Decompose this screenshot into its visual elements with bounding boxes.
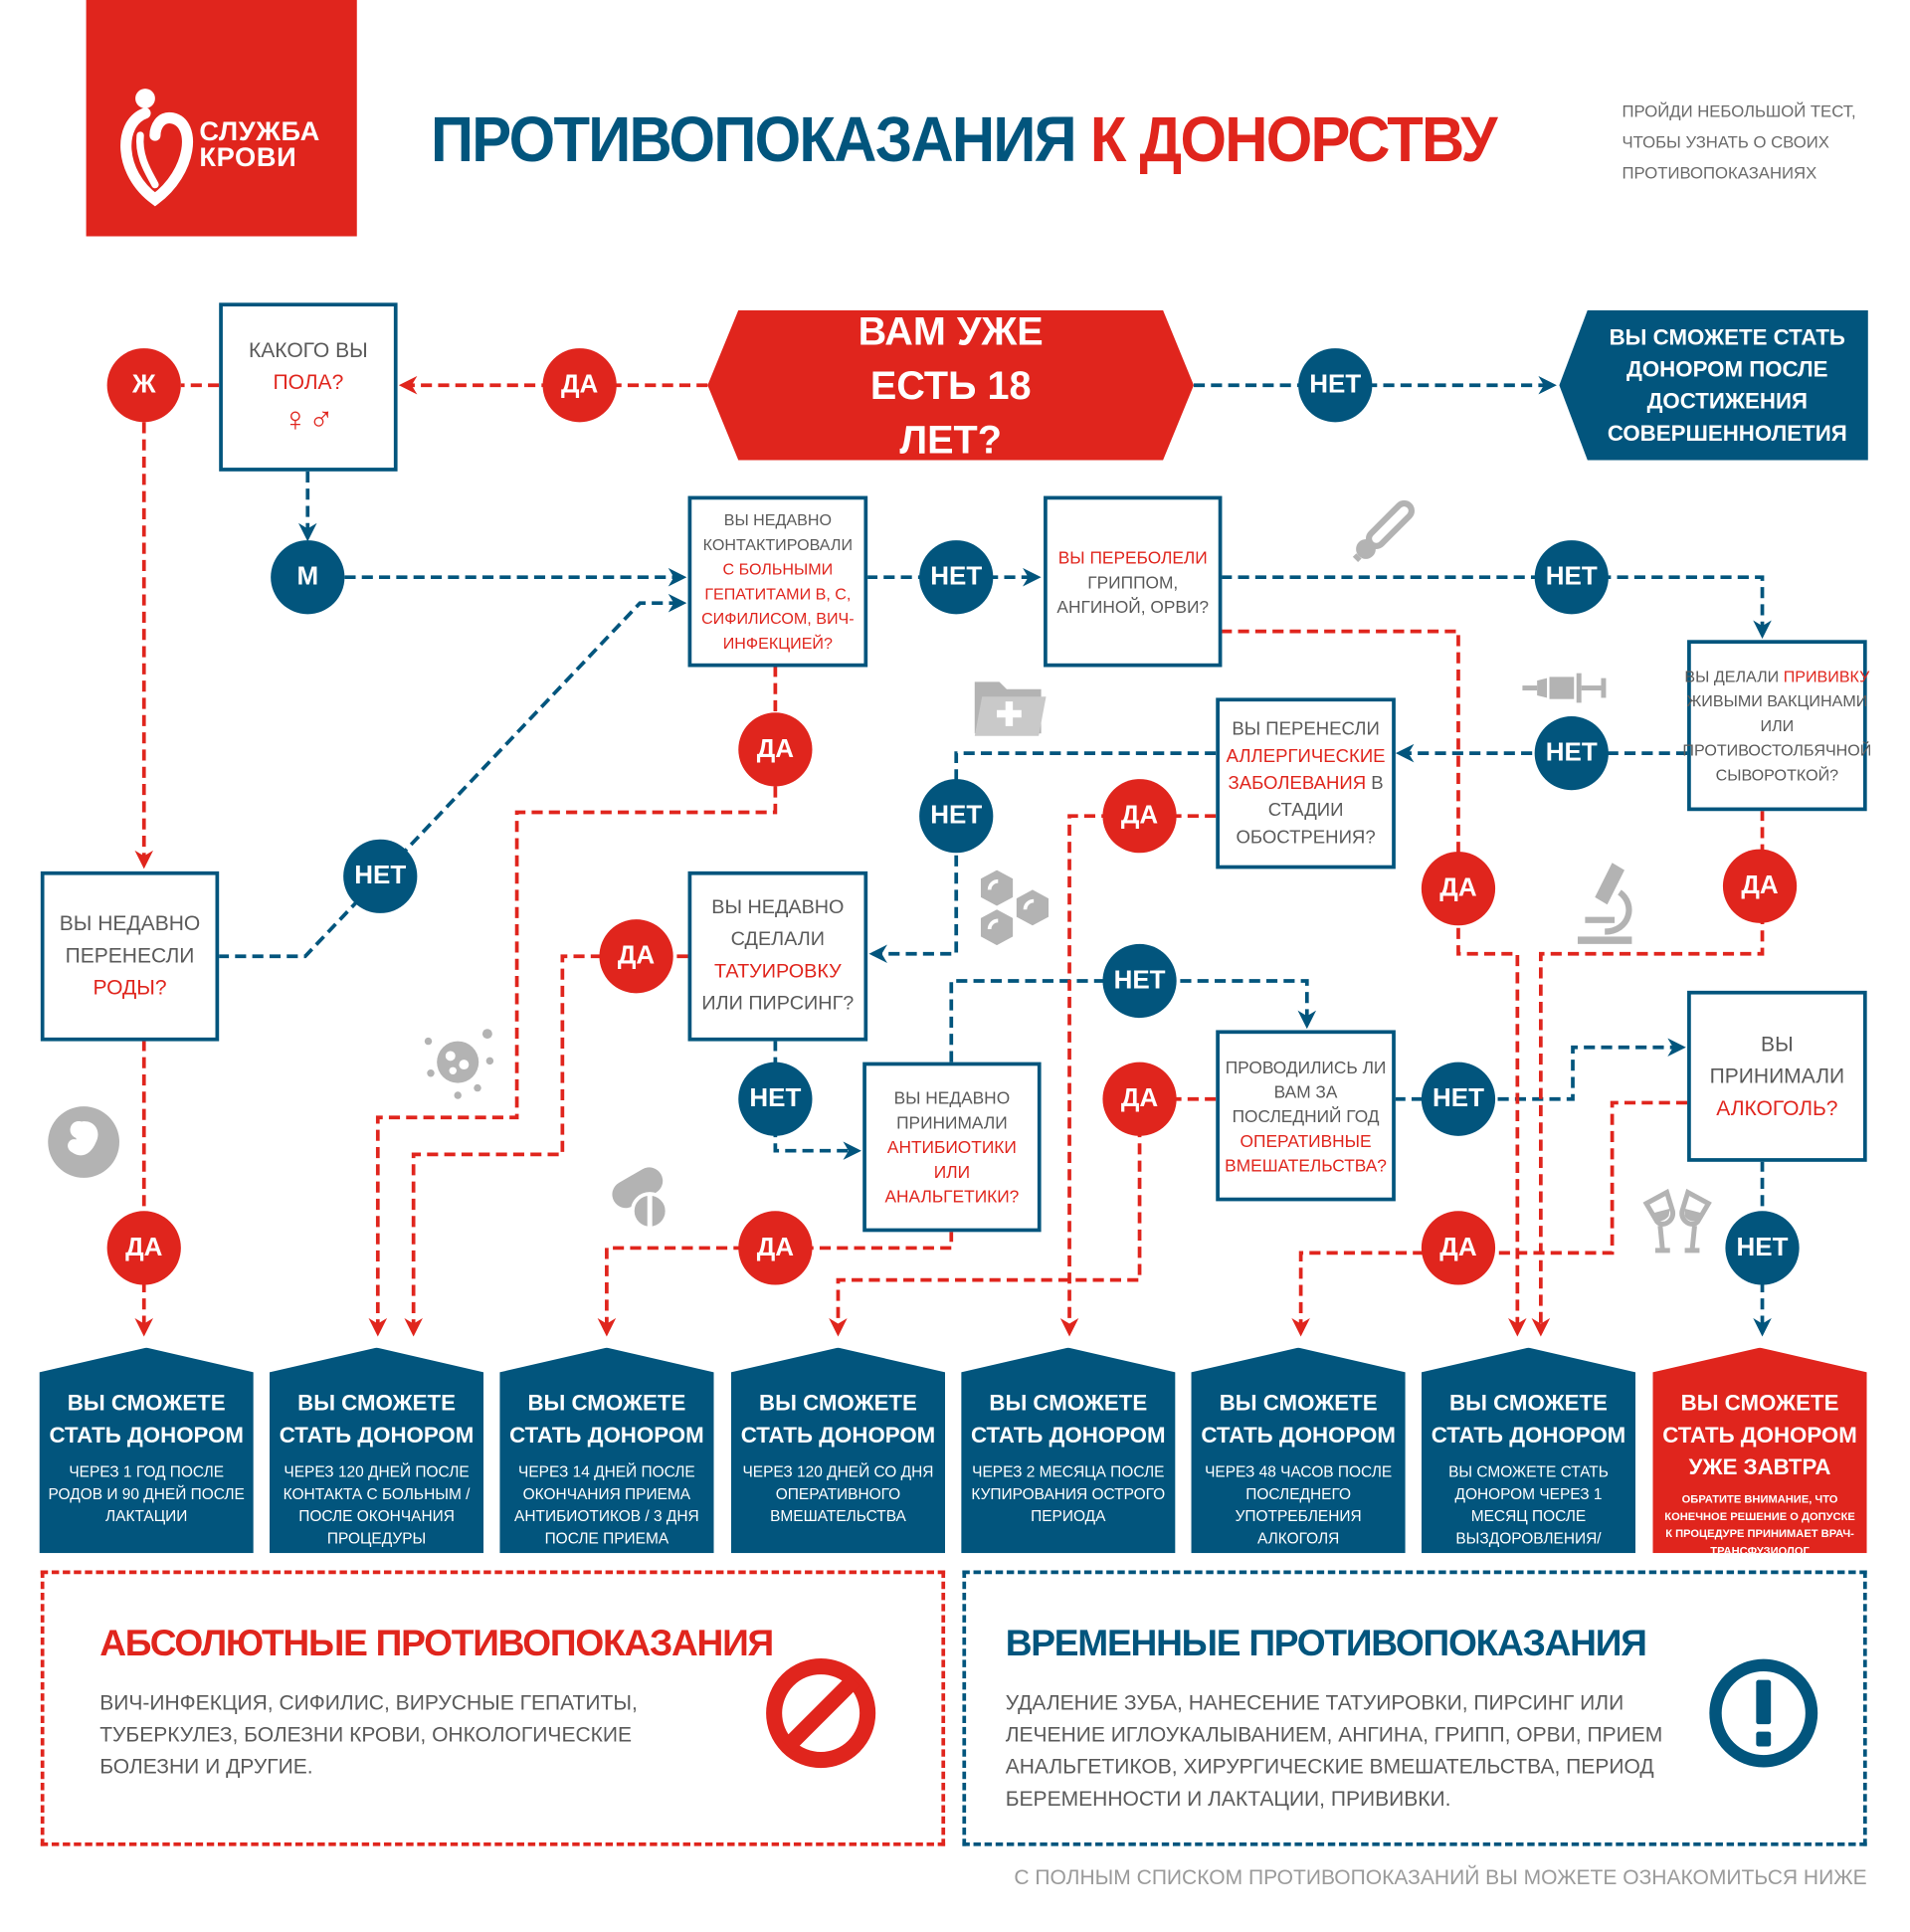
outcome-note: ЧЕРЕЗ 48 ЧАСОВ ПОСЛЕ ПОСЛЕДНЕГО УПОТРЕБЛ… xyxy=(1205,1462,1393,1548)
label-no: НЕТ xyxy=(1534,715,1609,791)
connector-flu-yes xyxy=(1221,629,1527,1337)
syringe-icon xyxy=(1522,673,1607,703)
connector-allergy-yes xyxy=(1059,814,1217,1337)
logo-text-line1: СЛУЖБА xyxy=(199,115,320,147)
question-antibiotics: ВЫ НЕДАВНО ПРИНИМАЛИ АНТИБИОТИКИ ИЛИ АНА… xyxy=(862,1062,1042,1233)
page-title: ПРОТИВОПОКАЗАНИЯ К ДОНОРСТВУ xyxy=(430,103,1498,177)
connector-surgery-yes xyxy=(829,1096,1217,1337)
label-no: НЕТ xyxy=(919,540,994,615)
question-surgery: ПРОВОДИЛИСЬ ЛИ ВАМ ЗА ПОСЛЕДНИЙ ГОД ОПЕР… xyxy=(1216,1030,1396,1202)
label-yes: ДА xyxy=(599,919,673,994)
connector-tattoo-yes xyxy=(404,954,688,1337)
exclamation-icon xyxy=(1709,1658,1818,1768)
outcome-note: ЧЕРЕЗ 14 ДНЕЙ ПОСЛЕ ОКОНЧАНИЯ ПРИЕМА АНТ… xyxy=(514,1462,699,1570)
outcome-title: ВЫ СМОЖЕТЕ СТАТЬ ДОНОРОМ xyxy=(1201,1390,1396,1448)
outcome-8: ВЫ СМОЖЕТЕ СТАТЬ ДОНОРОМ УЖЕ ЗАВТРА ОБРАТ… xyxy=(1652,1347,1867,1554)
label-yes: ДА xyxy=(1102,1062,1177,1136)
question-hepatitis: ВЫ НЕДАВНО КОНТАКТИРОВАЛИ С БОЛЬНЫМИ ГЕП… xyxy=(687,495,868,668)
title-main: ПРОТИВОПОКАЗАНИЯ xyxy=(430,104,1077,176)
wine-glasses-icon xyxy=(1642,1188,1712,1254)
label-female: Ж xyxy=(106,348,181,423)
absolute-title: АБСОЛЮТНЫЕ ПРОТИВОПОКАЗАНИЯ xyxy=(99,1623,774,1664)
label-yes: ДА xyxy=(738,1211,813,1285)
outcome-5: ВЫ СМОЖЕТЕ СТАТЬ ДОНОРОМ ЧЕРЕЗ 2 МЕСЯЦА П… xyxy=(961,1347,1176,1554)
label-male: М xyxy=(271,540,345,615)
question-birth: ВЫ НЕДАВНО ПЕРЕНЕСЛИ РОДЫ? xyxy=(40,870,220,1042)
label-no: НЕТ xyxy=(1298,348,1373,423)
outcome-note: ЧЕРЕЗ 1 ГОД ПОСЛЕ РОДОВ И 90 ДНЕЙ ПОСЛЕ … xyxy=(48,1462,245,1525)
connector-alcohol-yes xyxy=(1291,1100,1688,1337)
outcome-note: ОБРАТИТЕ ВНИМАНИЕ, ЧТО КОНЕЧНОЕ РЕШЕНИЕ … xyxy=(1664,1492,1855,1557)
connector-hepatitis-yes xyxy=(368,666,778,1337)
outcome-6: ВЫ СМОЖЕТЕ СТАТЬ ДОНОРОМ ЧЕРЕЗ 48 ЧАСОВ П… xyxy=(1191,1347,1406,1554)
absolute-contraindications-panel: АБСОЛЮТНЫЕ ПРОТИВОПОКАЗАНИЯ ВИЧ-ИНФЕКЦИЯ… xyxy=(40,1570,946,1846)
outcome-title: ВЫ СМОЖЕТЕ СТАТЬ ДОНОРОМ УЖЕ ЗАВТРА xyxy=(1662,1390,1857,1479)
underage-result: ВЫ СМОЖЕТЕ СТАТЬ ДОНОРОМ ПОСЛЕ ДОСТИЖЕНИ… xyxy=(1559,309,1868,461)
label-yes: ДА xyxy=(738,712,813,787)
fetus-icon xyxy=(48,1106,119,1178)
question-allergy: ВЫ ПЕРЕНЕСЛИ АЛЛЕРГИЧЕСКИЕ ЗАБОЛЕВАНИЯ В… xyxy=(1216,697,1396,869)
outcome-note: ЧЕРЕЗ 120 ДНЕЙ СО ДНЯ ОПЕРАТИВНОГО ВМЕША… xyxy=(742,1462,934,1525)
label-no: НЕТ xyxy=(1725,1211,1800,1285)
label-no: НЕТ xyxy=(1421,1062,1496,1136)
outcome-title: ВЫ СМОЖЕТЕ СТАТЬ ДОНОРОМ xyxy=(49,1390,244,1448)
outcome-4: ВЫ СМОЖЕТЕ СТАТЬ ДОНОРОМ ЧЕРЕЗ 120 ДНЕЙ С… xyxy=(730,1347,946,1554)
age-question: ВАМ УЖЕ ЕСТЬ 18 ЛЕТ? xyxy=(707,309,1194,461)
label-no: НЕТ xyxy=(343,839,418,913)
question-alcohol: ВЫ ПРИНИМАЛИ АЛКОГОЛЬ? xyxy=(1687,990,1867,1162)
outcome-title: ВЫ СМОЖЕТЕ СТАТЬ ДОНОРОМ xyxy=(509,1390,704,1448)
label-yes: ДА xyxy=(1421,852,1496,926)
gender-symbols-icon: ♀♂ xyxy=(282,399,334,438)
subtitle: ПРОЙДИ НЕБОЛЬШОЙ ТЕСТ, ЧТОБЫ УЗНАТЬ О СВ… xyxy=(1622,101,1856,183)
folder-medical-icon xyxy=(974,681,1047,736)
label-no: НЕТ xyxy=(1534,540,1609,615)
label-no: НЕТ xyxy=(1102,943,1177,1019)
logo-text-line2: КРОВИ xyxy=(199,141,297,173)
footer-note: С ПОЛНЫМ СПИСКОМ ПРОТИВОПОКАЗАНИЙ ВЫ МОЖ… xyxy=(1014,1865,1867,1889)
label-yes: ДА xyxy=(1421,1211,1496,1285)
absolute-text: ВИЧ-ИНФЕКЦИЯ, СИФИЛИС, ВИРУСНЫЕ ГЕПАТИТЫ… xyxy=(99,1690,638,1779)
question-sex: КАКОГО ВЫ ПОЛА? ♀♂ xyxy=(219,302,398,472)
outcome-2: ВЫ СМОЖЕТЕ СТАТЬ ДОНОРОМ ЧЕРЕЗ 120 ДНЕЙ П… xyxy=(269,1347,484,1554)
outcome-title: ВЫ СМОЖЕТЕ СТАТЬ ДОНОРОМ xyxy=(971,1390,1166,1448)
label-no: НЕТ xyxy=(738,1062,813,1136)
question-tattoo: ВЫ НЕДАВНО СДЕЛАЛИ ТАТУИРОВКУ ИЛИ ПИРСИН… xyxy=(687,870,868,1042)
temporary-title: ВРЕМЕННЫЕ ПРОТИВОПОКАЗАНИЯ xyxy=(1005,1623,1647,1664)
outcome-3: ВЫ СМОЖЕТЕ СТАТЬ ДОНОРОМ ЧЕРЕЗ 14 ДНЕЙ ПО… xyxy=(499,1347,714,1554)
title-accent: К ДОНОРСТВУ xyxy=(1089,104,1498,176)
label-yes: ДА xyxy=(1722,849,1798,923)
temporary-contraindications-panel: ВРЕМЕННЫЕ ПРОТИВОПОКАЗАНИЯ УДАЛЕНИЕ ЗУБА… xyxy=(962,1570,1867,1846)
label-yes: ДА xyxy=(106,1211,181,1285)
outcome-note: ЧЕРЕЗ 120 ДНЕЙ ПОСЛЕ КОНТАКТА С БОЛЬНЫМ … xyxy=(283,1462,471,1548)
connector-birth-no xyxy=(217,593,687,959)
connector-allergy-no xyxy=(868,751,1217,964)
label-no: НЕТ xyxy=(919,779,994,854)
pills-icon xyxy=(612,1167,669,1231)
temporary-text: УДАЛЕНИЕ ЗУБА, НАНЕСЕНИЕ ТАТУИРОВКИ, ПИР… xyxy=(1005,1690,1663,1811)
outcome-note: ЧЕРЕЗ 2 МЕСЯЦА ПОСЛЕ КУПИРОВАНИЯ ОСТРОГО… xyxy=(971,1462,1166,1525)
outcome-7: ВЫ СМОЖЕТЕ СТАТЬ ДОНОРОМ ВЫ СМОЖЕТЕ СТАТЬ… xyxy=(1421,1347,1636,1554)
question-vaccine: ВЫ ДЕЛАЛИ ПРИВИВКУ ЖИВЫМИ ВАКЦИНАМИ ИЛИ … xyxy=(1682,640,1871,812)
label-yes: ДА xyxy=(1102,779,1177,854)
outcome-note: ВЫ СМОЖЕТЕ СТАТЬ ДОНОРОМ ЧЕРЕЗ 1 МЕСЯЦ П… xyxy=(1430,1462,1627,1570)
prohibited-icon xyxy=(766,1657,876,1769)
label-yes: ДА xyxy=(542,348,617,423)
blood-cells-icon xyxy=(980,869,1050,946)
microscope-icon xyxy=(1577,863,1632,944)
connector-flu-no xyxy=(1221,575,1772,640)
outcome-title: ВЫ СМОЖЕТЕ СТАТЬ ДОНОРОМ xyxy=(279,1390,475,1448)
thermometer-icon xyxy=(1352,499,1416,563)
question-flu: ВЫ ПЕРЕБОЛЕЛИ ГРИППОМ, АНГИНОЙ, ОРВИ? xyxy=(1044,495,1223,668)
logo-icon xyxy=(120,89,193,207)
logo: СЛУЖБА КРОВИ xyxy=(86,0,357,237)
virus-icon xyxy=(424,1029,494,1099)
outcome-1: ВЫ СМОЖЕТЕ СТАТЬ ДОНОРОМ ЧЕРЕЗ 1 ГОД ПОСЛ… xyxy=(39,1347,254,1554)
outcome-title: ВЫ СМОЖЕТЕ СТАТЬ ДОНОРОМ xyxy=(740,1390,936,1448)
outcome-title: ВЫ СМОЖЕТЕ СТАТЬ ДОНОРОМ xyxy=(1431,1390,1626,1448)
